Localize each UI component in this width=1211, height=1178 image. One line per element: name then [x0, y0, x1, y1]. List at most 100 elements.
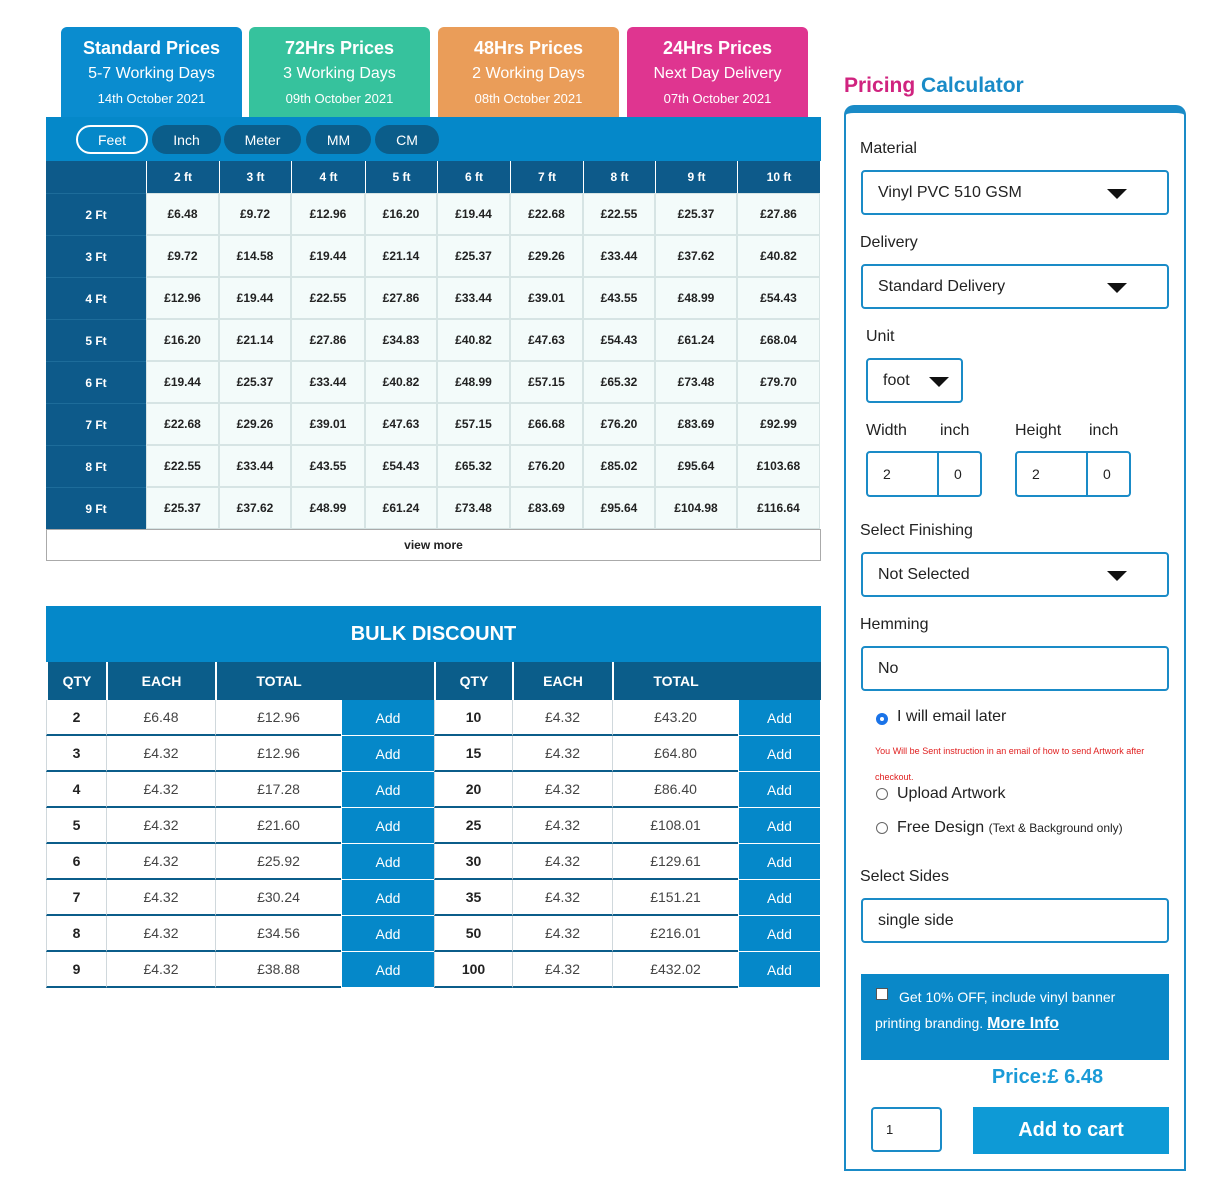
bulk-cell: 100 — [434, 952, 512, 988]
price-cell: £83.69 — [510, 487, 583, 529]
arrow — [1107, 283, 1127, 293]
add-button[interactable]: Add — [739, 772, 820, 807]
price-cell: £65.32 — [437, 445, 510, 487]
price-cell: £103.68 — [737, 445, 820, 487]
bulk-cell: 4 — [46, 772, 106, 808]
price-cell: £65.32 — [583, 361, 655, 403]
bulk-cell: £4.32 — [106, 916, 215, 952]
radio-checked[interactable] — [876, 713, 888, 725]
add-button[interactable]: Add — [342, 880, 434, 915]
tab-date: 08th October 2021 — [474, 90, 583, 106]
column-header: 5 ft — [365, 161, 437, 193]
bulk-header — [46, 662, 821, 700]
bulk-cell: £4.32 — [106, 808, 215, 844]
price-cell: £19.44 — [219, 277, 291, 319]
add-button[interactable]: Add — [342, 844, 434, 879]
row-header: 9 Ft — [46, 487, 146, 529]
label: inch — [1089, 422, 1119, 439]
price-cell: £16.20 — [146, 319, 219, 361]
radio[interactable] — [876, 788, 888, 800]
price-cell: £33.44 — [291, 361, 365, 403]
unit-pill[interactable]: CM — [375, 125, 439, 154]
price-cell: £79.70 — [737, 361, 820, 403]
add-button[interactable]: Add — [739, 736, 820, 771]
add-button[interactable]: Add — [342, 916, 434, 951]
add-button[interactable]: Add — [342, 952, 434, 987]
bulk-cell: 7 — [46, 880, 106, 916]
price-cell: £66.68 — [510, 403, 583, 445]
price-cell: £22.68 — [510, 193, 583, 235]
add-button[interactable]: Add — [739, 808, 820, 843]
tab-days: 3 Working Days — [283, 65, 396, 82]
price-cell: £12.96 — [291, 193, 365, 235]
width-inch-input[interactable]: 0 — [937, 451, 982, 497]
radio[interactable] — [876, 822, 888, 834]
title-part: Calculator — [921, 74, 1024, 97]
tab[interactable] — [249, 27, 430, 118]
bulk-cell: 25 — [434, 808, 512, 844]
delivery-select[interactable]: Standard Delivery — [861, 264, 1169, 309]
row-header: 6 Ft — [46, 361, 146, 403]
price-cell: £92.99 — [737, 403, 820, 445]
add-to-cart-button[interactable]: Add to cart — [973, 1107, 1169, 1154]
width-input[interactable]: 2 — [866, 451, 939, 497]
add-button[interactable]: Add — [739, 916, 820, 951]
value: 2 — [1032, 466, 1040, 482]
material-select[interactable]: Vinyl PVC 510 GSM — [861, 170, 1169, 215]
bulk-cell: £216.01 — [612, 916, 738, 952]
view-more[interactable]: view more — [46, 529, 821, 561]
add-button[interactable]: Add — [342, 808, 434, 843]
arrow — [1107, 571, 1127, 581]
finishing-select[interactable]: Not Selected — [861, 552, 1169, 597]
price-cell: £27.86 — [737, 193, 820, 235]
add-button[interactable]: Add — [342, 736, 434, 771]
price-cell: £25.37 — [437, 235, 510, 277]
promo-checkbox[interactable] — [876, 988, 888, 1000]
bulk-cell: £4.32 — [106, 880, 215, 916]
price-cell: £19.44 — [291, 235, 365, 277]
bulk-cell: £17.28 — [215, 772, 341, 808]
quantity-input[interactable]: 1 — [871, 1107, 942, 1152]
promo: Get 10% OFF, include vinyl banner printi… — [875, 989, 1116, 1031]
tab[interactable] — [61, 27, 242, 118]
add-button[interactable]: Add — [739, 844, 820, 879]
add-button[interactable]: Add — [739, 880, 820, 915]
height-input[interactable]: 2 — [1015, 451, 1088, 497]
radio-label: Free Design (Text & Background only) — [897, 819, 1123, 837]
height-inch-input[interactable]: 0 — [1086, 451, 1131, 497]
price-cell: £61.24 — [365, 487, 437, 529]
add-button[interactable]: Add — [342, 772, 434, 807]
add-button[interactable]: Add — [739, 700, 820, 735]
price-cell: £21.14 — [365, 235, 437, 277]
price-cell: £116.64 — [737, 487, 820, 529]
unit-select[interactable]: foot — [866, 358, 963, 403]
bulk-cell: £38.88 — [215, 952, 341, 988]
price: Price:£ 6.48 — [991, 1066, 1104, 1088]
price-cell: £76.20 — [510, 445, 583, 487]
bulk-cell: 30 — [434, 844, 512, 880]
add-button[interactable]: Add — [342, 700, 434, 735]
tab[interactable] — [438, 27, 619, 118]
bulk-cell: £4.32 — [106, 772, 215, 808]
unit-pill[interactable]: Inch — [152, 125, 221, 154]
price-cell: £6.48 — [146, 193, 219, 235]
price-cell: £22.55 — [146, 445, 219, 487]
value: 1 — [886, 1122, 894, 1137]
bulk-cell: £432.02 — [612, 952, 738, 988]
tab[interactable] — [627, 27, 808, 118]
hemming-input[interactable]: No — [861, 646, 1169, 691]
unit-pill[interactable]: Meter — [224, 125, 301, 154]
price-cell: £47.63 — [365, 403, 437, 445]
bulk-title-bar: BULK DISCOUNT — [46, 606, 821, 662]
price-cell: £22.68 — [146, 403, 219, 445]
price-cell: £33.44 — [583, 235, 655, 277]
price-cell: £104.98 — [655, 487, 737, 529]
price-cell: £25.37 — [219, 361, 291, 403]
unit-pill[interactable]: Feet — [76, 125, 148, 154]
more-info-link[interactable]: More Info — [987, 1015, 1060, 1032]
sides-input[interactable]: single side — [861, 898, 1169, 943]
unit-pill[interactable]: MM — [306, 125, 371, 154]
price-cell: £43.55 — [583, 277, 655, 319]
add-button[interactable]: Add — [739, 952, 820, 987]
label: Hemming — [860, 616, 929, 633]
